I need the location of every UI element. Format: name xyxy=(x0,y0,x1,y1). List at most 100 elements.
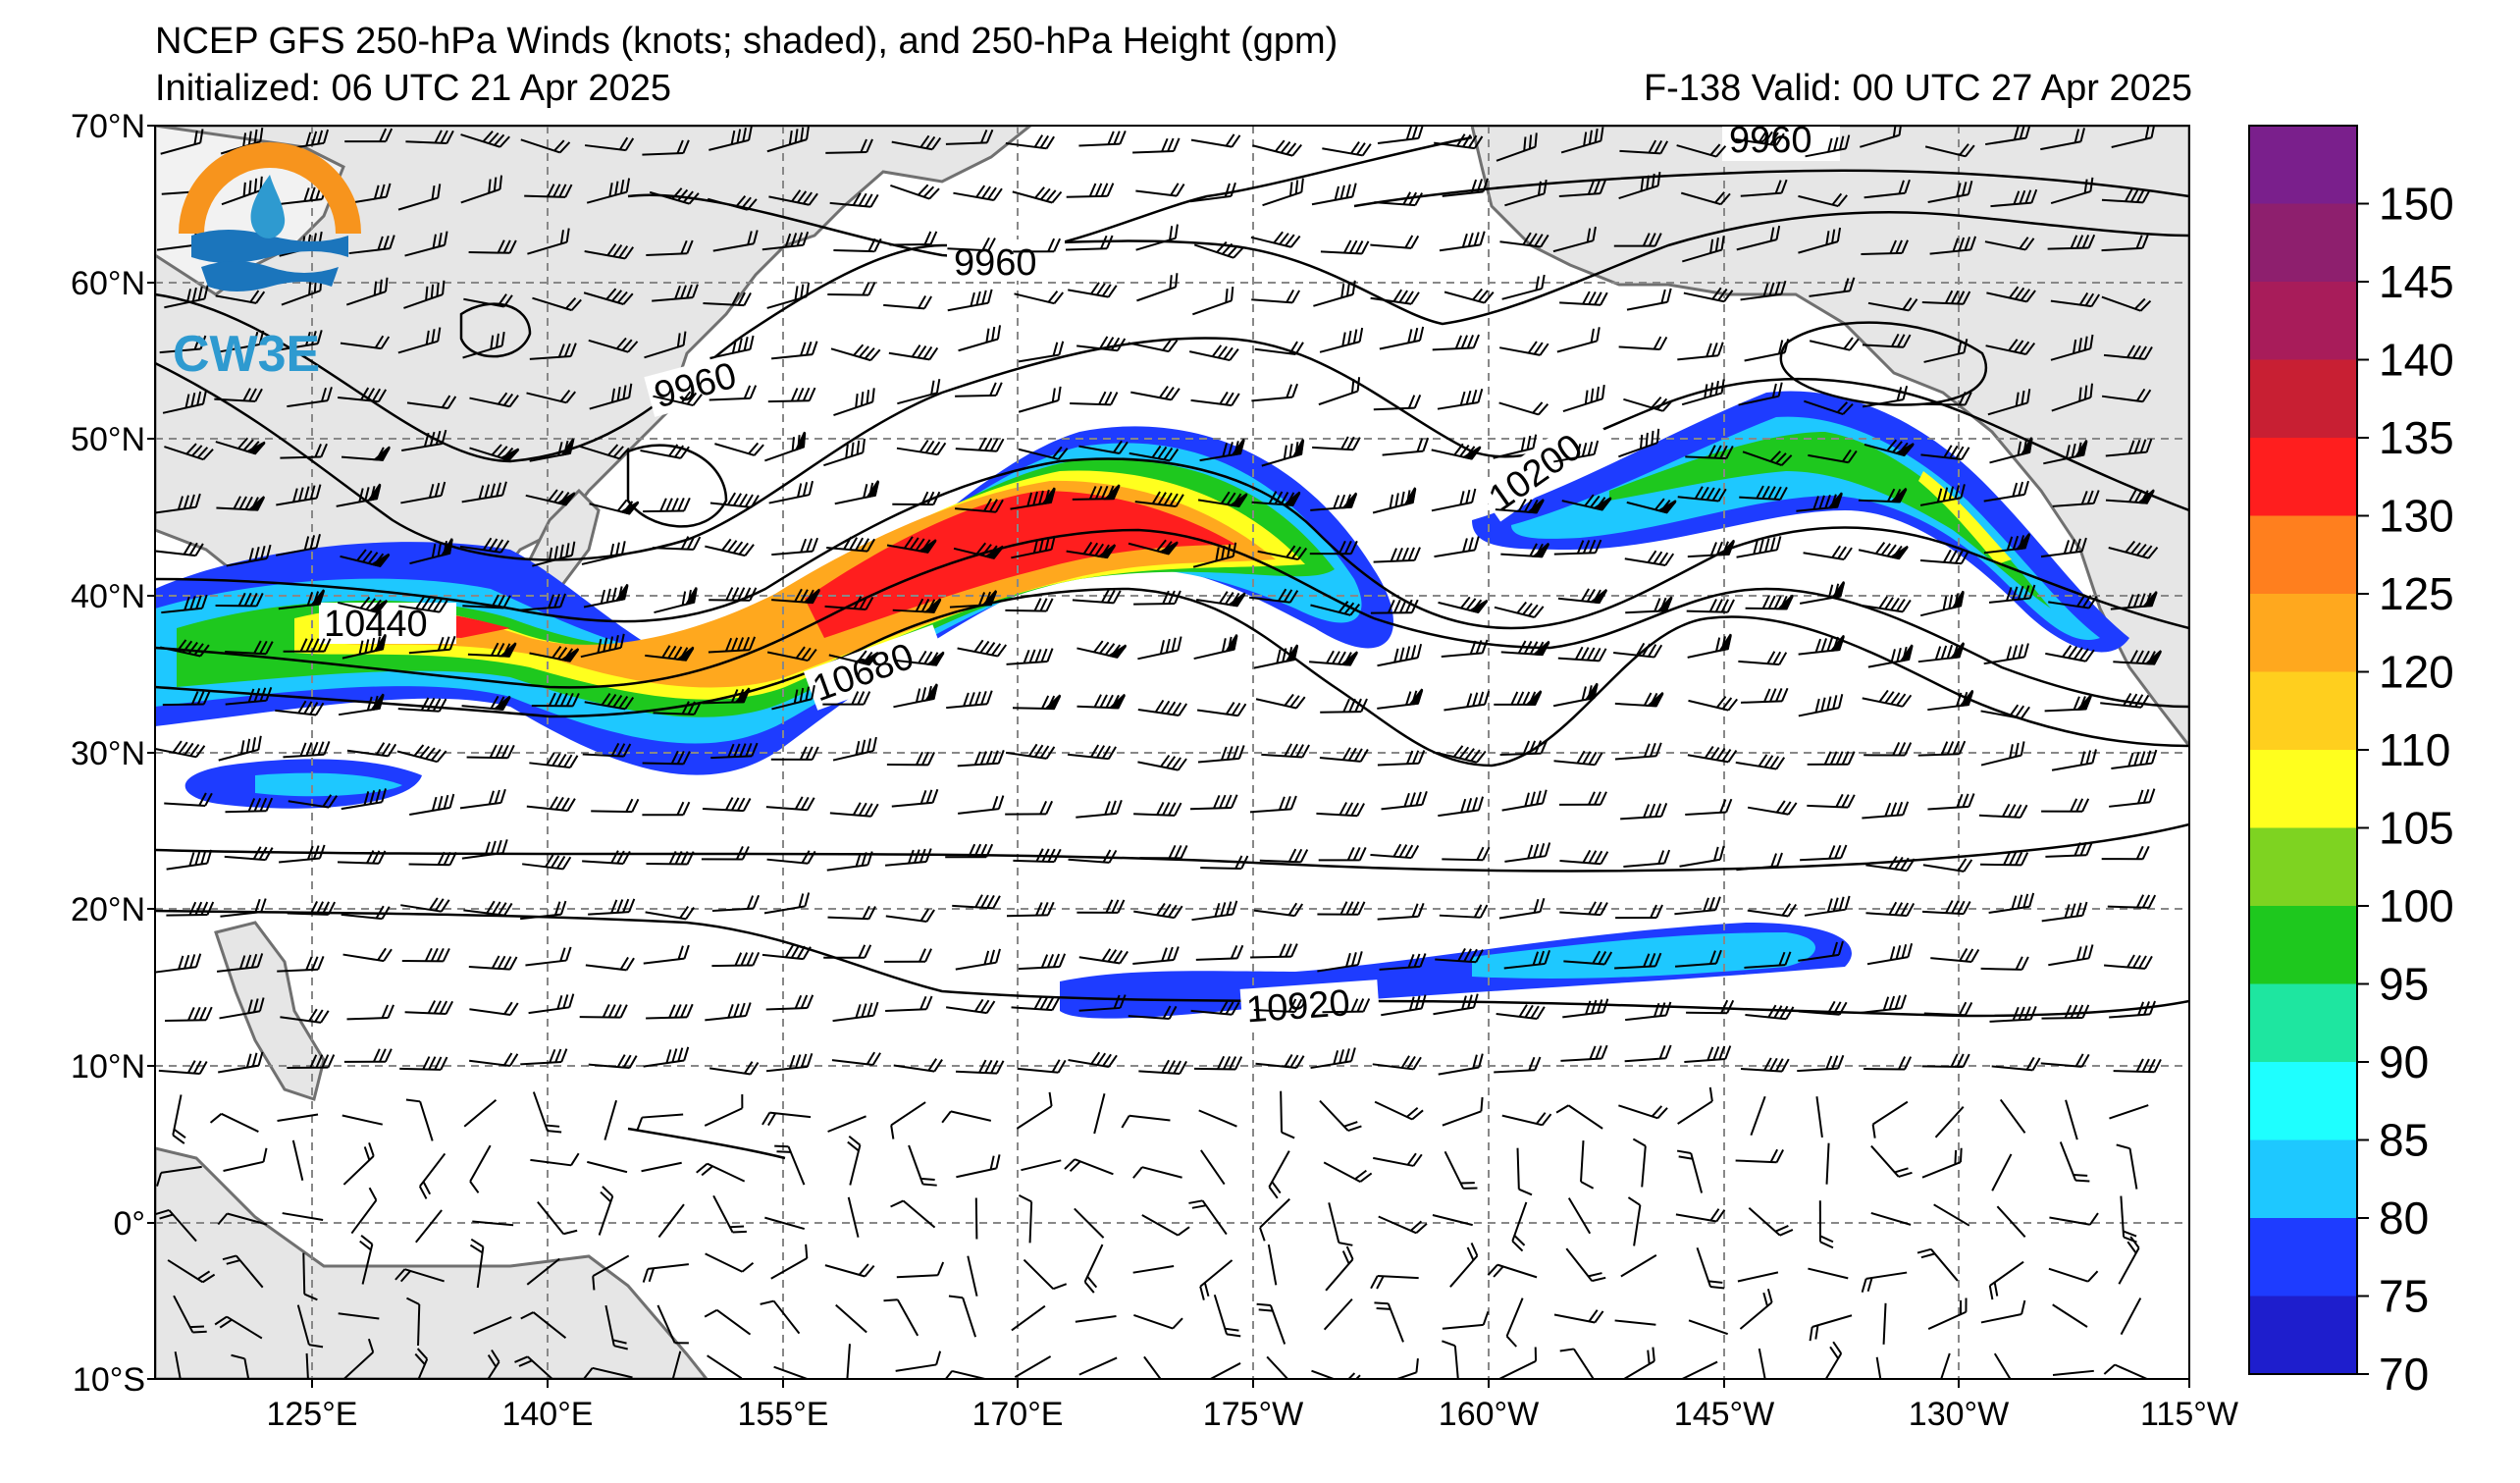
wind-barb xyxy=(1685,798,1733,817)
wind-barb xyxy=(223,1147,268,1173)
wind-barb xyxy=(1882,1302,1887,1345)
wind-barb xyxy=(642,139,690,156)
wind-barb xyxy=(1870,1144,1913,1178)
wind-barb xyxy=(604,1304,628,1351)
wind-barb xyxy=(1370,235,1420,249)
wind-barb xyxy=(1808,449,1858,464)
wind-barb xyxy=(1250,943,1298,959)
wind-barb xyxy=(532,296,582,312)
wind-barb xyxy=(832,736,877,762)
wind-barb xyxy=(461,481,507,503)
wind-barb xyxy=(1132,946,1180,965)
wind-barb xyxy=(1311,183,1357,206)
wind-barb xyxy=(1677,342,1724,361)
wind-barb xyxy=(768,480,814,504)
wind-barb xyxy=(1432,334,1480,351)
wind-barb xyxy=(1561,494,1612,511)
wind-barb xyxy=(947,289,993,312)
lon-ticks xyxy=(311,1379,2190,1388)
wind-barb xyxy=(1623,849,1671,869)
wind-barb xyxy=(847,1196,860,1238)
wind-barb xyxy=(1618,336,1668,351)
colorbar-swatch xyxy=(2249,1139,2357,1219)
wind-barb xyxy=(1189,794,1238,811)
colorbar-label: 120 xyxy=(2379,647,2454,698)
wind-barb xyxy=(829,192,879,208)
wind-barb xyxy=(1735,1148,1785,1164)
wind-barb xyxy=(1809,1314,1853,1342)
wind-barb xyxy=(1250,231,1301,248)
lon-label: 130°W xyxy=(1909,1396,2009,1433)
wind-barb xyxy=(1017,1059,1067,1074)
wind-barb xyxy=(403,280,446,309)
wind-barb xyxy=(1076,799,1123,819)
wind-barb xyxy=(469,444,520,462)
wind-barb xyxy=(1625,1001,1672,1022)
wind-barb xyxy=(587,1160,628,1174)
wind-barb xyxy=(1796,492,1843,512)
wind-barb xyxy=(1860,994,1908,1014)
wind-barb xyxy=(890,1101,926,1139)
wind-barb xyxy=(826,536,876,553)
wind-barb xyxy=(215,290,266,304)
wind-barb xyxy=(2045,841,2093,858)
wind-barb xyxy=(1924,143,1975,158)
wind-barb xyxy=(341,446,391,461)
wind-barb xyxy=(709,335,755,359)
wind-barb xyxy=(1744,339,1790,362)
wind-barb xyxy=(1996,1205,2026,1238)
wind-barb xyxy=(771,685,815,711)
wind-barb xyxy=(1626,288,1672,311)
lon-label: 145°W xyxy=(1674,1396,1774,1433)
wind-barb xyxy=(341,788,387,811)
wind-barb xyxy=(761,944,812,961)
wind-barb xyxy=(1319,327,1364,353)
wind-barb xyxy=(277,956,325,973)
wind-barb xyxy=(532,1091,562,1134)
droplet-icon xyxy=(250,175,286,238)
wind-barb xyxy=(406,1297,421,1347)
wind-barb xyxy=(525,489,576,506)
wind-barb xyxy=(1858,487,1908,503)
wind-barb xyxy=(1312,436,1361,451)
wind-barb xyxy=(394,1268,445,1283)
wind-barb xyxy=(291,1139,304,1182)
wind-barb xyxy=(397,697,447,713)
wind-barb xyxy=(708,636,757,654)
lat-label: 50°N xyxy=(71,421,145,458)
wind-barb xyxy=(1495,498,1545,514)
wind-barb xyxy=(155,493,201,514)
wind-barb xyxy=(1267,1244,1278,1286)
wind-barb xyxy=(1865,856,1916,873)
wind-barb xyxy=(283,638,332,653)
wind-barb xyxy=(1748,1207,1794,1237)
wind-barb xyxy=(830,344,881,362)
wind-barb xyxy=(1442,1340,1460,1379)
wind-barb xyxy=(1374,1301,1404,1343)
wind-barb xyxy=(588,337,639,353)
wind-barb xyxy=(956,1154,1001,1179)
wind-barb xyxy=(1618,428,1660,458)
wind-barb xyxy=(172,1094,186,1144)
wind-barb xyxy=(462,594,511,609)
wind-barb xyxy=(1018,446,1069,460)
wind-barb xyxy=(166,849,213,871)
colorbar-label: 145 xyxy=(2379,256,2454,307)
wind-barb xyxy=(1864,179,1911,199)
wind-barb xyxy=(1377,1358,1419,1379)
wind-barb xyxy=(1438,596,1489,613)
colorbar-swatch xyxy=(2249,1062,2357,1140)
wind-barb xyxy=(1381,994,1427,1017)
wind-barb xyxy=(949,590,998,609)
wind-barb xyxy=(1199,1259,1234,1300)
wind-barb xyxy=(1980,1299,2026,1324)
wind-barb xyxy=(215,592,264,608)
wind-barb xyxy=(591,798,640,814)
wind-barb xyxy=(1860,126,1903,148)
wind-barb xyxy=(644,331,687,359)
wind-barb xyxy=(1379,953,1427,971)
wind-barb xyxy=(288,794,339,809)
wind-barb xyxy=(1618,172,1661,200)
wind-barb xyxy=(2050,291,2101,308)
wind-barb xyxy=(155,1209,197,1243)
